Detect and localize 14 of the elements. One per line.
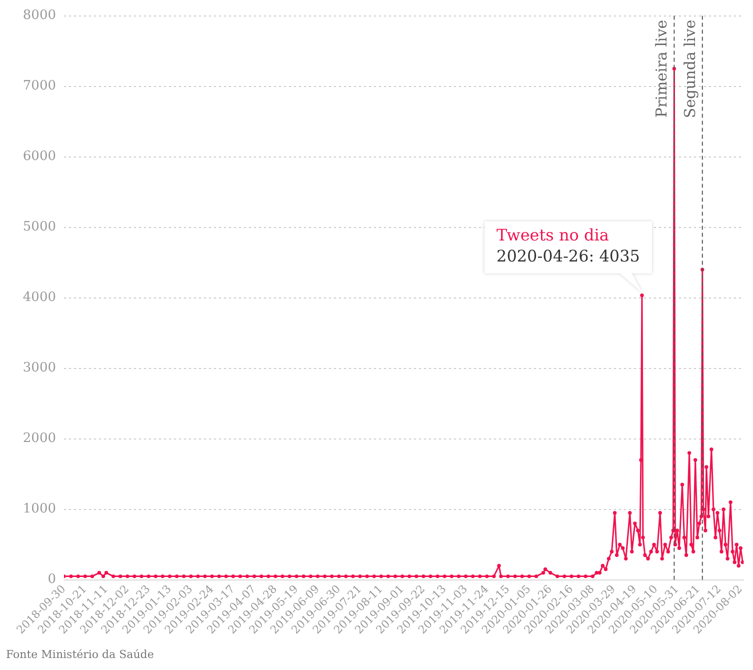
- y-tick-label: 4000: [22, 290, 56, 306]
- y-tick-label: 2000: [22, 431, 56, 446]
- y-tick-label: 5000: [22, 220, 56, 235]
- annotation: 2020-04-26: 4035: [496, 246, 640, 266]
- ref-line-label: Segunda live: [680, 20, 699, 118]
- y-tick-label: 0: [48, 572, 56, 588]
- y-tick-label: 3000: [22, 360, 56, 376]
- y-tick-label: 6000: [22, 149, 56, 164]
- y-tick-label: 7000: [22, 78, 56, 94]
- text: Tweets no dia: [496, 226, 610, 244]
- ref-line-label: Primeira live: [652, 20, 671, 118]
- y-tick-label: 1000: [22, 502, 56, 517]
- y-tick-label: 8000: [22, 8, 56, 24]
- source-note: Fonte Ministério da Saúde: [6, 648, 154, 661]
